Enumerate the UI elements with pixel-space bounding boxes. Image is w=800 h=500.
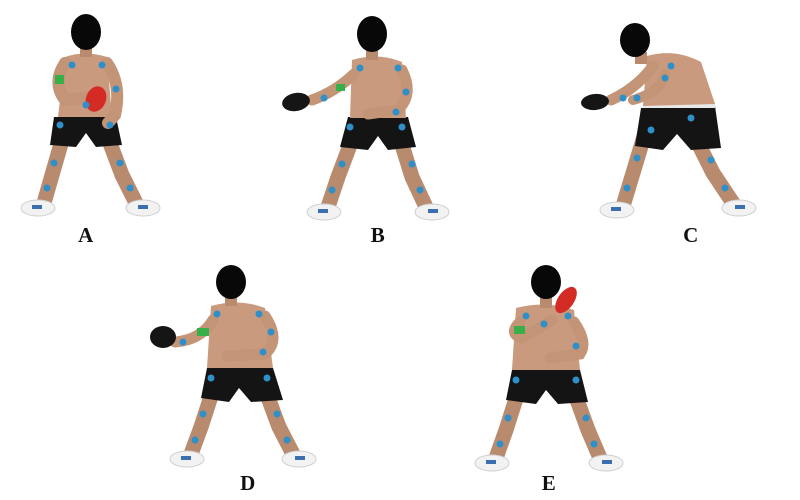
panel-label-d: D <box>240 471 256 495</box>
figure-b <box>280 12 470 222</box>
figure-d <box>145 262 330 472</box>
athlete-pose-d-illustration <box>150 265 317 468</box>
figure-e <box>470 262 630 474</box>
panel-label-b: B <box>370 223 386 247</box>
figure-a <box>10 5 161 220</box>
figure-c <box>575 18 765 223</box>
panel-label-e: E <box>541 471 557 495</box>
athlete-pose-e-illustration <box>474 265 624 472</box>
athlete-pose-a-illustration <box>20 14 161 217</box>
athlete-pose-b-illustration <box>282 16 450 221</box>
athlete-pose-c-illustration <box>581 23 757 219</box>
panel-label-a: A <box>78 223 94 247</box>
panel-label-c: C <box>683 223 699 247</box>
